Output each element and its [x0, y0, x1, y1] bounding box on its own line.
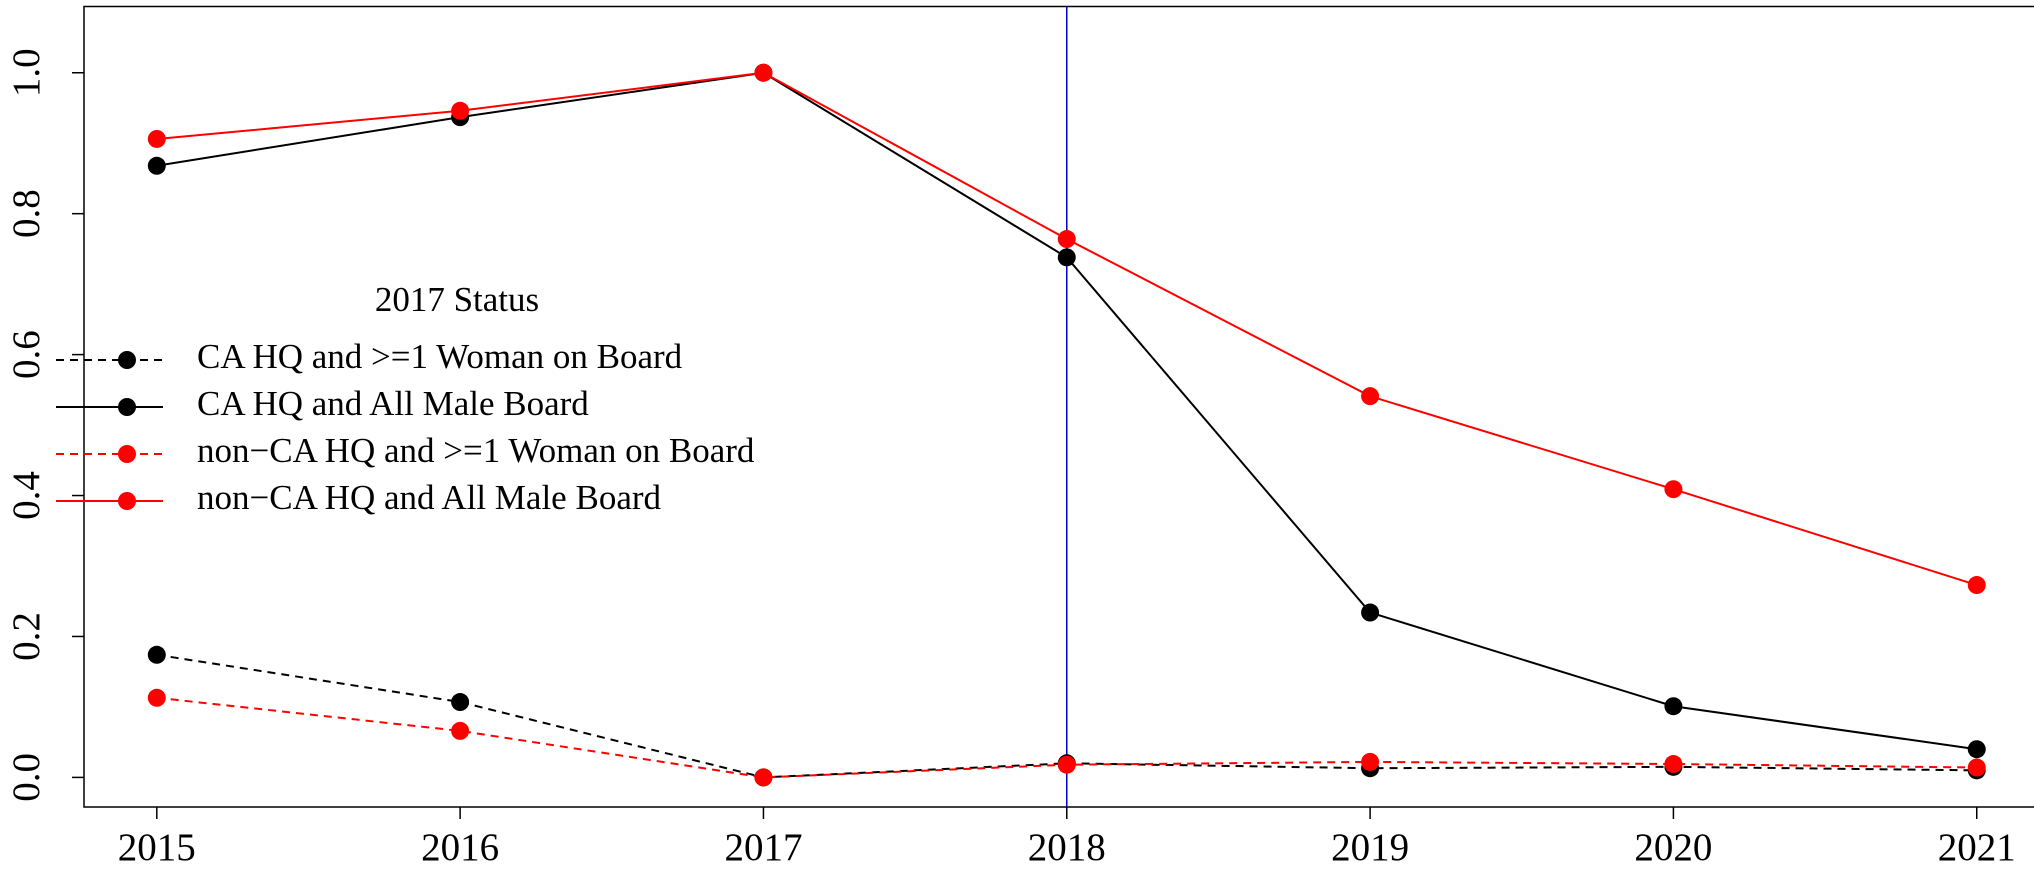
data-point	[1664, 480, 1683, 499]
legend-marker	[118, 445, 136, 463]
legend-marker	[118, 398, 136, 416]
legend-label: non−CA HQ and All Male Board	[197, 478, 662, 517]
y-tick-label: 0.0	[5, 753, 48, 802]
data-point	[1664, 697, 1683, 716]
data-point	[754, 63, 773, 82]
x-tick-label: 2017	[724, 826, 802, 869]
data-point	[1361, 752, 1380, 771]
legend-label: non−CA HQ and >=1 Woman on Board	[197, 431, 755, 470]
x-tick-label: 2020	[1634, 826, 1712, 869]
x-tick-label: 2016	[421, 826, 499, 869]
y-tick-label: 0.4	[5, 471, 48, 520]
data-point	[1967, 740, 1986, 759]
x-tick-label: 2021	[1938, 826, 2016, 869]
data-point	[147, 645, 166, 664]
data-point	[1057, 755, 1076, 774]
data-point	[1967, 576, 1986, 595]
data-point	[1057, 248, 1076, 267]
data-point	[1361, 603, 1380, 622]
x-tick-label: 2018	[1028, 826, 1106, 869]
legend-label: CA HQ and All Male Board	[197, 384, 589, 423]
data-point	[147, 156, 166, 175]
data-point	[451, 693, 470, 712]
data-point	[1057, 230, 1076, 249]
data-point	[451, 721, 470, 740]
data-point	[1664, 755, 1683, 774]
data-point	[147, 688, 166, 707]
y-tick-label: 0.6	[5, 330, 48, 379]
data-point	[1967, 758, 1986, 777]
data-point	[754, 768, 773, 787]
legend-marker	[118, 492, 136, 510]
x-tick-label: 2019	[1331, 826, 1409, 869]
x-tick-label: 2015	[118, 826, 196, 869]
y-tick-label: 1.0	[5, 48, 48, 97]
data-point	[1361, 387, 1380, 406]
legend-title: 2017 Status	[375, 280, 539, 319]
data-point	[147, 129, 166, 148]
y-tick-label: 0.2	[5, 612, 48, 661]
data-point	[451, 101, 470, 120]
y-tick-label: 0.8	[5, 189, 48, 238]
legend-label: CA HQ and >=1 Woman on Board	[197, 337, 683, 376]
legend-marker	[118, 351, 136, 369]
